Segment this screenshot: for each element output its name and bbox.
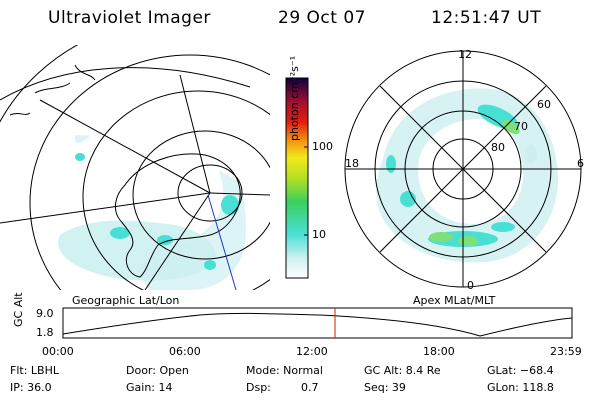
glat-info: GLat: −68.4 xyxy=(487,364,554,377)
altitude-plot-frame xyxy=(62,307,573,339)
gain-info: Gain: 14 xyxy=(126,381,173,394)
time-tick-0600: 06:00 xyxy=(169,345,201,358)
time-tick-1200: 12:00 xyxy=(296,345,328,358)
mlt-label-0: 0 xyxy=(467,279,474,292)
mlat-label-70: 70 xyxy=(514,120,528,133)
earth-limb xyxy=(0,67,251,101)
colorbar-scale xyxy=(285,77,309,279)
mlat-label-60: 60 xyxy=(537,98,551,111)
aurora-emission-left xyxy=(58,135,246,290)
coastline xyxy=(9,64,241,278)
mlt-label-12: 12 xyxy=(458,48,472,61)
altitude-plot xyxy=(62,307,573,339)
altitude-ytick-low: 1.8 xyxy=(36,326,54,339)
geographic-map xyxy=(0,45,270,290)
mlt-label-18: 18 xyxy=(345,157,359,170)
glon-info: GLon: 118.8 xyxy=(487,381,554,394)
mode-info: Mode: Normal xyxy=(246,364,323,377)
colorbar-tick-100: 100 xyxy=(312,140,333,153)
time-tick-0000: 00:00 xyxy=(42,345,74,358)
mlat-label-80: 80 xyxy=(491,141,505,154)
colorbar-tick-10: 10 xyxy=(312,228,326,241)
instrument-title: Ultraviolet Imager xyxy=(48,8,211,28)
right-panel-caption: Apex MLat/MLT xyxy=(413,294,496,307)
mlt-lines xyxy=(345,51,581,287)
colorbar-label: photon cm⁻²s⁻¹ xyxy=(288,55,301,141)
mlt-label-6: 6 xyxy=(577,157,584,170)
door-info: Door: Open xyxy=(126,364,189,377)
left-panel-caption: Geographic Lat/Lon xyxy=(72,294,180,307)
filter-info: Flt: LBHL xyxy=(10,364,59,377)
date-label: 29 Oct 07 xyxy=(278,8,366,28)
dsp-value: 0.7 xyxy=(301,381,319,394)
colorbar xyxy=(285,77,309,279)
time-tick-1800: 18:00 xyxy=(423,345,455,358)
time-label: 12:51:47 UT xyxy=(431,8,542,28)
time-tick-2359: 23:59 xyxy=(550,345,582,358)
gc-alt-info: GC Alt: 8.4 Re xyxy=(364,364,441,377)
mlat-mlt-dial xyxy=(344,50,582,288)
seq-info: Seq: 39 xyxy=(364,381,406,394)
dsp-label: Dsp: xyxy=(246,381,271,394)
altitude-ytick-high: 9.0 xyxy=(36,307,54,320)
ip-info: IP: 36.0 xyxy=(10,381,52,394)
altitude-ylabel: GC Alt xyxy=(12,292,25,327)
altitude-curve xyxy=(62,312,573,337)
magnetic-meridian xyxy=(207,194,237,290)
latitude-grid xyxy=(0,45,270,290)
